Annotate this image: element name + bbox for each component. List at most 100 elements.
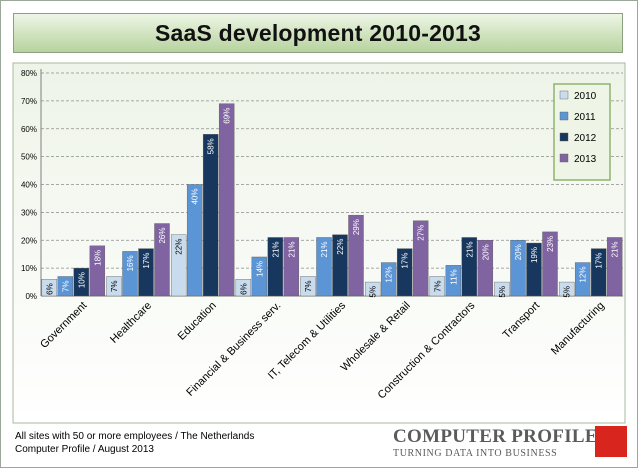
data-label: 18%: [93, 250, 102, 266]
bar: [461, 237, 478, 297]
logo-name: COMPUTER PROFILE: [393, 426, 598, 447]
legend-swatch: [559, 111, 569, 121]
y-tick-label: 50%: [21, 153, 37, 162]
bar: [235, 279, 252, 297]
legend-swatch: [559, 153, 569, 163]
bar: [412, 220, 429, 297]
bar: [364, 281, 381, 297]
data-label: 21%: [320, 241, 329, 257]
data-label: 5%: [498, 286, 507, 298]
bar: [57, 276, 74, 297]
data-label: 26%: [158, 228, 167, 244]
data-label: 11%: [449, 269, 458, 284]
bar: [267, 237, 284, 297]
bar: [122, 251, 138, 297]
data-label: 29%: [352, 219, 361, 235]
data-label: 17%: [595, 253, 604, 269]
bar: [170, 234, 187, 297]
data-label: 22%: [175, 239, 184, 255]
legend-swatch: [559, 132, 569, 142]
logo-red-square-icon: [595, 426, 627, 457]
bar: [218, 103, 235, 297]
bar: [106, 276, 122, 297]
bar: [574, 262, 591, 297]
y-tick-label: 0%: [25, 292, 37, 301]
y-tick-label: 20%: [21, 236, 37, 245]
data-label: 27%: [417, 225, 426, 241]
y-tick-label: 60%: [21, 125, 37, 134]
data-label: 21%: [611, 241, 620, 257]
legend-box: [553, 83, 611, 181]
bar: [558, 281, 575, 297]
legend-label: 2012: [574, 133, 597, 144]
data-label: 40%: [191, 189, 200, 205]
bar: [590, 248, 607, 297]
bar: [396, 248, 413, 297]
bar: [41, 279, 58, 297]
footnote: All sites with 50 or more employees / Th…: [15, 430, 254, 456]
data-label: 21%: [465, 241, 474, 257]
bar: [445, 265, 462, 297]
bar: [429, 276, 446, 297]
y-tick-label: 70%: [21, 97, 37, 106]
data-label: 12%: [579, 267, 588, 283]
data-label: 12%: [385, 267, 394, 283]
bar: [202, 134, 219, 297]
bar: [510, 240, 526, 297]
bar: [477, 240, 494, 297]
y-tick-label: 30%: [21, 208, 37, 217]
data-label: 20%: [514, 244, 523, 260]
y-tick-label: 80%: [21, 69, 37, 78]
legend-label: 2010: [574, 91, 597, 102]
data-label: 5%: [563, 286, 572, 298]
data-label: 21%: [271, 241, 280, 257]
data-label: 6%: [45, 283, 54, 295]
data-label: 7%: [433, 280, 442, 292]
bar: [332, 234, 348, 297]
bar: [316, 237, 332, 297]
data-label: 19%: [530, 247, 539, 263]
data-label: 16%: [126, 255, 135, 271]
data-label: 23%: [546, 236, 555, 252]
bar: [186, 184, 203, 297]
legend-swatch: [559, 90, 569, 100]
logo-tagline: TURNING DATA INTO BUSINESS: [393, 448, 558, 459]
bar: [380, 262, 397, 297]
bar: [542, 231, 558, 297]
data-label: 7%: [304, 280, 313, 292]
data-label: 21%: [287, 241, 296, 257]
data-label: 17%: [142, 253, 151, 269]
y-tick-label: 40%: [21, 181, 37, 190]
data-label: 10%: [77, 272, 86, 288]
bar: [494, 281, 510, 297]
data-label: 7%: [61, 280, 70, 292]
bar: [606, 237, 623, 297]
data-label: 22%: [336, 239, 345, 255]
bar: [348, 214, 364, 297]
bar: [138, 248, 154, 297]
data-label: 17%: [401, 253, 410, 269]
bar-chart: 0%10%20%30%40%50%60%70%80%6% 7% 10%18%Gove…: [12, 62, 626, 424]
y-tick-label: 10%: [21, 264, 37, 273]
bar: [89, 245, 106, 297]
data-label: 14%: [255, 261, 264, 277]
data-label: 5%: [369, 286, 378, 298]
data-label: 69%: [223, 108, 232, 124]
computer-profile-logo: COMPUTER PROFILE TURNING DATA INTO BUSIN…: [393, 426, 629, 460]
footnote-line-2: Computer Profile / August 2013: [15, 444, 154, 455]
bar: [251, 256, 268, 297]
bar: [154, 223, 170, 297]
chart-title-banner: SaaS development 2010-2013: [13, 13, 623, 53]
legend-label: 2013: [574, 154, 597, 165]
bar: [526, 242, 542, 297]
bar: [283, 237, 300, 297]
data-label: 6%: [239, 283, 248, 295]
chart-title: SaaS development 2010-2013: [154, 19, 482, 46]
bar: [73, 267, 90, 297]
legend-label: 2011: [574, 112, 596, 123]
data-label: 58%: [207, 138, 216, 154]
data-label: 7%: [110, 280, 119, 292]
bar: [300, 276, 316, 297]
data-label: 20%: [481, 244, 490, 260]
